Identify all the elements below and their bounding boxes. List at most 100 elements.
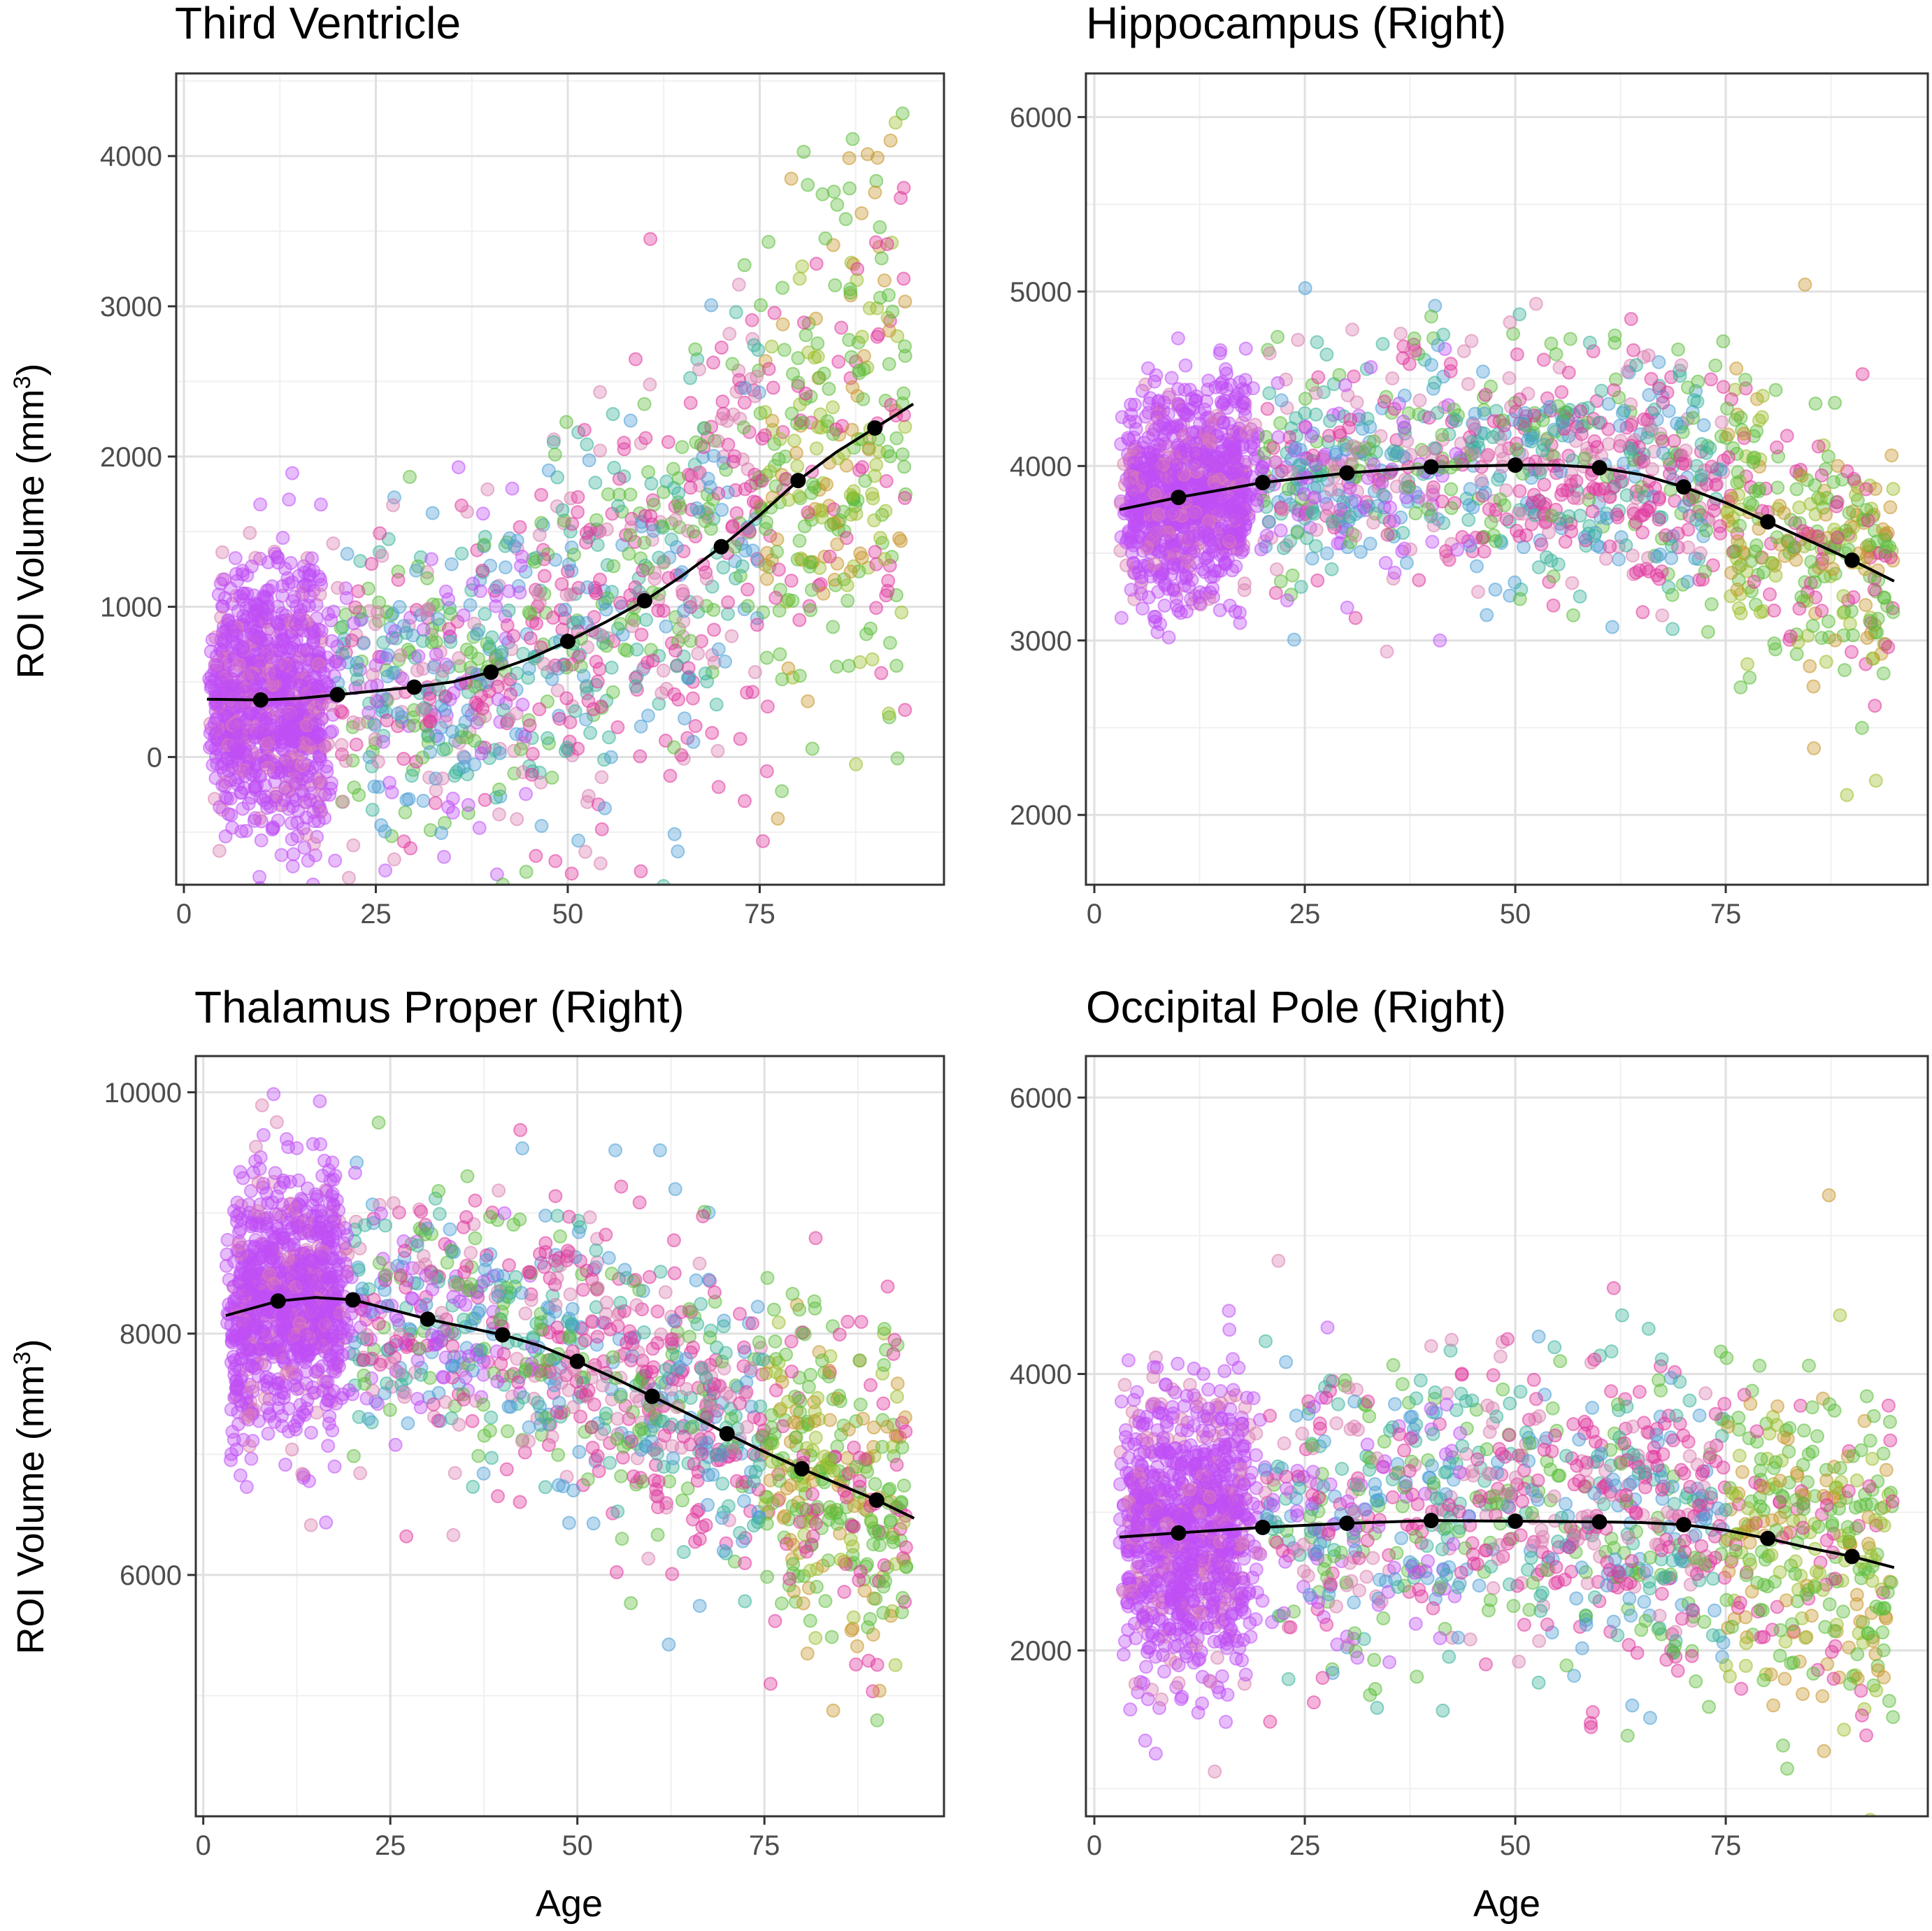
scatter-point [1643, 419, 1657, 433]
scatter-point [629, 642, 644, 657]
scatter-point [1237, 401, 1252, 416]
scatter-point [1884, 448, 1899, 463]
scatter-point [1660, 385, 1675, 400]
scatter-point [1577, 530, 1592, 545]
scatter-point [1502, 371, 1517, 385]
scatter-point [822, 549, 837, 564]
scatter-point [1517, 540, 1531, 555]
scatter-point [1560, 483, 1575, 498]
scatter-point [305, 551, 320, 566]
fit-point [483, 664, 499, 681]
scatter-point [1201, 383, 1215, 397]
scatter-point [792, 489, 806, 504]
scatter-point [290, 815, 305, 829]
y-tick-label: 2000 [1010, 800, 1072, 831]
scatter-point [1141, 590, 1156, 604]
scatter-point [824, 518, 838, 532]
scatter-point [759, 764, 774, 778]
scatter-point [1377, 394, 1391, 409]
scatter-point [889, 658, 904, 673]
scatter-point [1396, 414, 1410, 429]
scatter-point [376, 734, 391, 749]
scatter-point [1721, 450, 1736, 464]
scatter-point [1536, 352, 1551, 367]
scatter-point [1269, 562, 1284, 577]
scatter-point [1546, 598, 1561, 613]
scatter-point [603, 750, 618, 764]
scatter-point [822, 382, 836, 396]
scatter-point [852, 463, 866, 478]
scatter-point [1430, 406, 1445, 420]
scatter-point [1561, 365, 1576, 380]
scatter-point [777, 343, 792, 357]
scatter-point [1810, 529, 1825, 543]
scatter-point [747, 389, 762, 404]
scatter-point [738, 1594, 752, 1609]
scatter-point [1147, 422, 1162, 437]
scatter-point [445, 725, 459, 739]
scatter-point [1740, 564, 1754, 578]
scatter-point [471, 1448, 486, 1463]
scatter-point [368, 718, 382, 732]
scatter-point [815, 187, 830, 201]
fit-point [1171, 490, 1187, 506]
scatter-point [1149, 459, 1164, 473]
scatter-point [881, 287, 896, 302]
scatter-point [240, 611, 255, 625]
scatter-point [428, 796, 443, 811]
scatter-point [528, 555, 543, 569]
scatter-point [303, 792, 317, 807]
scatter-point [551, 662, 566, 676]
scatter-point [444, 557, 459, 571]
scatter-point [292, 569, 306, 583]
scatter-point [382, 1402, 397, 1417]
scatter-point [410, 663, 424, 678]
scatter-point [1400, 434, 1415, 448]
scatter-point [507, 539, 522, 553]
scatter-point [1424, 309, 1438, 324]
scatter-point [1412, 393, 1427, 408]
scatter-point [683, 480, 698, 495]
scatter-point [463, 598, 478, 613]
scatter-point [593, 385, 608, 399]
scatter-point [1582, 336, 1597, 350]
scatter-point [244, 669, 259, 683]
scatter-point [1768, 569, 1783, 583]
scatter-point [680, 671, 695, 685]
scatter-point [1142, 396, 1157, 411]
scatter-point [1506, 327, 1520, 341]
scatter-point [843, 487, 858, 502]
scatter-point [564, 867, 579, 881]
scatter-point [262, 636, 276, 650]
scatter-point [656, 663, 671, 678]
scatter-point [296, 643, 311, 657]
scatter-point [438, 689, 453, 704]
scatter-point [1128, 397, 1142, 412]
scatter-point [727, 449, 742, 464]
scatter-point [761, 234, 776, 249]
scatter-point [1666, 622, 1680, 636]
scatter-point [245, 559, 259, 573]
panel-title-third-ventricle: Third Ventricle [175, 0, 461, 48]
scatter-point [306, 805, 320, 820]
scatter-point [830, 197, 845, 212]
scatter-point [529, 848, 543, 863]
scatter-point [266, 678, 280, 692]
scatter-point [1600, 511, 1615, 526]
scatter-point [704, 298, 719, 313]
scatter-point [671, 471, 686, 485]
scatter-point [710, 743, 725, 758]
scatter-point [581, 694, 596, 708]
scatter-point [1223, 528, 1238, 542]
scatter-point [1831, 459, 1845, 473]
scatter-point [641, 465, 656, 479]
scatter-point [637, 536, 652, 550]
scatter-point [1868, 699, 1882, 713]
scatter-point [740, 582, 755, 597]
scatter-point [1626, 343, 1640, 357]
scatter-point [1549, 347, 1564, 362]
scatter-point [898, 294, 913, 309]
scatter-point [763, 529, 778, 543]
scatter-point [654, 519, 668, 534]
scatter-point [1656, 434, 1670, 449]
